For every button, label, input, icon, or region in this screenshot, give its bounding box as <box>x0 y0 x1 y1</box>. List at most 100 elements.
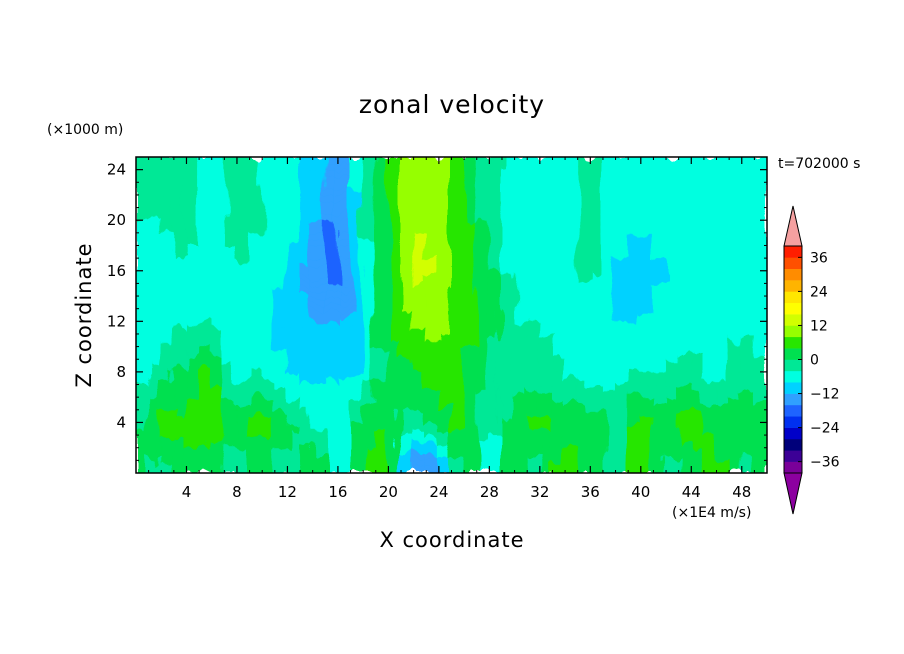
heatmap-cell <box>639 301 655 310</box>
heatmap-cell <box>715 157 731 165</box>
heatmap-cell <box>576 162 592 171</box>
heatmap-cell <box>336 257 352 266</box>
heatmap-cell <box>223 276 238 285</box>
heatmap-cell <box>286 206 302 215</box>
heatmap-cell <box>715 396 731 405</box>
heatmap-cell <box>324 453 339 462</box>
heatmap-cell <box>261 295 276 304</box>
heatmap-cell <box>500 288 516 298</box>
heatmap-cell <box>425 434 440 443</box>
heatmap-cell <box>500 157 516 165</box>
heatmap-cell <box>614 370 630 380</box>
heatmap-cell <box>324 396 339 405</box>
heatmap-cell <box>551 157 567 165</box>
heatmap-cell <box>412 396 428 405</box>
heatmap-cell <box>210 244 226 253</box>
heatmap-cell <box>425 174 440 184</box>
heatmap-cell <box>336 351 352 361</box>
heatmap-cell <box>677 446 693 456</box>
heatmap-cell <box>311 332 327 342</box>
heatmap-cell <box>336 244 352 253</box>
heatmap-cell <box>538 377 554 386</box>
heatmap-cell <box>576 263 592 272</box>
heatmap-cell <box>324 301 339 310</box>
heatmap-cell <box>210 288 226 298</box>
heatmap-cell <box>740 351 756 361</box>
heatmap-cell <box>627 389 642 399</box>
heatmap-cell <box>728 465 743 473</box>
colorbar-bin <box>784 427 802 440</box>
heatmap-cell <box>740 174 756 184</box>
heatmap-cell <box>299 446 314 456</box>
heatmap-cell <box>223 157 238 165</box>
heatmap-cell <box>387 320 403 329</box>
heatmap-cell <box>349 332 365 342</box>
heatmap-cell <box>336 427 352 437</box>
heatmap-cell <box>437 181 453 190</box>
heatmap-cell <box>627 157 642 165</box>
heatmap-cell <box>412 446 428 456</box>
heatmap-cell <box>513 244 529 253</box>
heatmap-cell <box>690 408 705 418</box>
heatmap-cell <box>450 364 466 373</box>
heatmap-cell <box>273 415 289 424</box>
heatmap-cell <box>387 339 403 348</box>
heatmap-cell <box>311 295 327 304</box>
heatmap-cell <box>412 358 428 367</box>
heatmap-cell <box>172 219 188 228</box>
heatmap-cell <box>136 181 150 190</box>
heatmap-cell <box>576 459 592 468</box>
heatmap-cell <box>273 200 289 209</box>
heatmap-cell <box>639 389 655 399</box>
heatmap-cell <box>500 421 516 430</box>
heatmap-cell <box>665 345 680 354</box>
heatmap-cell <box>425 332 440 342</box>
heatmap-cell <box>639 193 655 203</box>
heatmap-cell <box>665 206 680 215</box>
heatmap-cell <box>273 370 289 380</box>
heatmap-cell <box>627 231 642 241</box>
heatmap-cell <box>475 288 491 298</box>
heatmap-cell <box>286 345 302 354</box>
heatmap-cell <box>412 421 428 430</box>
heatmap-cell <box>437 288 453 298</box>
heatmap-cell <box>362 415 377 424</box>
heatmap-cell <box>652 421 668 430</box>
heatmap-cell <box>614 263 630 272</box>
heatmap-cell <box>677 295 693 304</box>
heatmap-cell <box>437 314 453 323</box>
heatmap-cell <box>412 326 428 335</box>
heatmap-cell <box>652 295 668 304</box>
heatmap-cell <box>223 459 238 468</box>
heatmap-cell <box>601 244 617 253</box>
heatmap-cell <box>450 162 466 171</box>
heatmap-cell <box>538 174 554 184</box>
heatmap-cell <box>551 314 567 323</box>
heatmap-cell <box>147 157 163 165</box>
heatmap-cell <box>248 389 264 399</box>
heatmap-cell <box>286 453 302 462</box>
heatmap-cell <box>286 465 302 473</box>
heatmap-cell <box>235 415 251 424</box>
heatmap-cell <box>336 465 352 473</box>
heatmap-cell <box>589 389 604 399</box>
heatmap-cell <box>475 231 491 241</box>
heatmap-cell <box>450 193 466 203</box>
heatmap-cell <box>513 320 529 329</box>
heatmap-cell <box>198 339 213 348</box>
heatmap-cell <box>513 206 529 215</box>
heatmap-cell <box>690 288 705 298</box>
heatmap-cell <box>223 219 238 228</box>
heatmap-cell <box>349 257 365 266</box>
heatmap-cell <box>425 314 440 323</box>
heatmap-cell <box>248 465 264 473</box>
heatmap-cell <box>349 396 365 405</box>
heatmap-cell <box>374 320 390 329</box>
heatmap-cell <box>437 345 453 354</box>
heatmap-cell <box>652 225 668 234</box>
heatmap-cell <box>400 440 415 449</box>
heatmap-cell <box>185 301 201 310</box>
heatmap-cell <box>412 415 428 424</box>
heatmap-cell <box>387 162 403 171</box>
heatmap-cell <box>437 453 453 462</box>
